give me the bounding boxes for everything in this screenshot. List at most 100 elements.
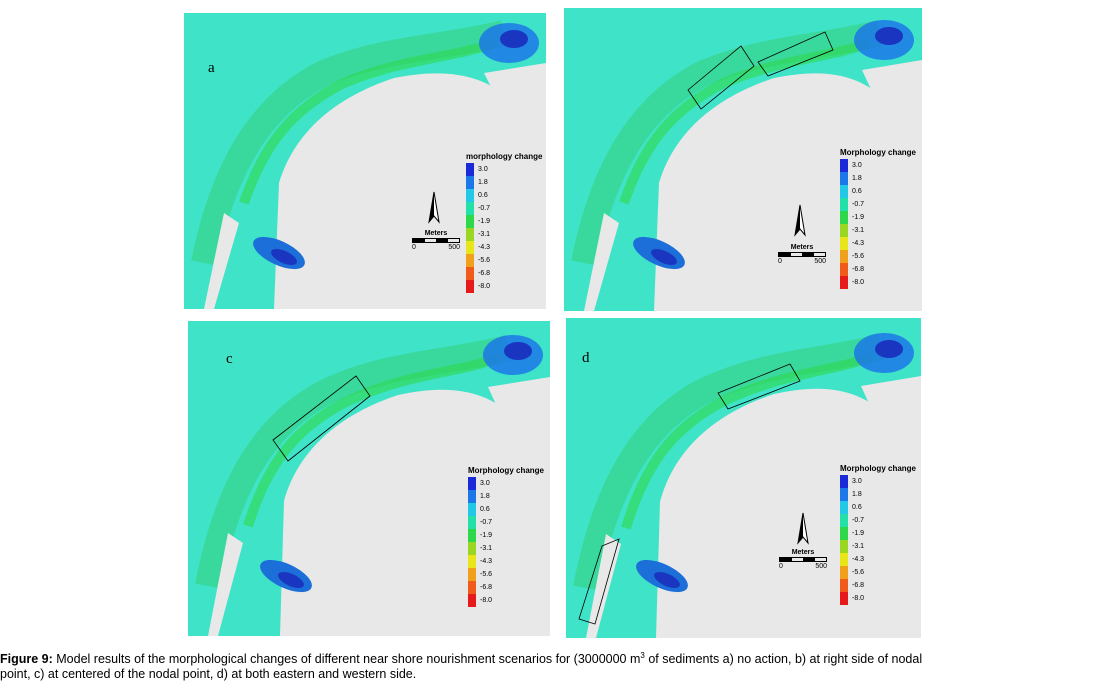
legend-swatch	[468, 555, 476, 568]
legend-label: -4.3	[852, 556, 865, 563]
legend-entry: -0.7	[840, 198, 916, 211]
legend-label: -5.6	[852, 253, 865, 260]
legend-label: -6.8	[852, 582, 865, 589]
legend-label: -4.3	[478, 244, 491, 251]
color-legend: Morphology change 3.0 1.8 0.6 -0.7 -1.9 -3.1 -…	[468, 466, 544, 607]
legend-entry: -8.0	[468, 594, 544, 607]
legend-entry: -6.8	[840, 579, 916, 592]
map-panel-b: b Morphology change 3.01.80.6-0.7-1.9-3.…	[564, 8, 922, 311]
legend-entry: -6.8	[840, 263, 916, 276]
legend-entry: -0.7	[840, 514, 916, 527]
legend-entry: 1.8	[466, 176, 542, 189]
legend-swatch	[840, 237, 848, 250]
legend-entry: -1.9	[840, 211, 916, 224]
color-legend: Morphology change 3.0 1.8 0.6 -0.7 -1.9 -3.1 -…	[840, 464, 916, 605]
legend-title: morphology change	[466, 152, 543, 161]
legend-swatch	[466, 280, 474, 293]
legend-swatch	[840, 514, 848, 527]
legend-swatch	[840, 527, 848, 540]
legend-entry: 0.6	[840, 185, 916, 198]
legend-label: -8.0	[852, 279, 865, 286]
legend-swatch	[466, 189, 474, 202]
legend-entry: 1.8	[840, 172, 916, 185]
scale-end: 500	[448, 244, 460, 251]
legend-swatch	[840, 172, 848, 185]
legend-swatch	[466, 176, 474, 189]
legend-entry: 3.0	[840, 159, 916, 172]
scale-title: Meters	[424, 230, 448, 237]
legend-label: 3.0	[852, 162, 862, 169]
legend-label: -6.8	[480, 584, 493, 591]
legend-swatch	[466, 163, 474, 176]
legend-entry: 1.8	[840, 488, 916, 501]
scale-bar: Meters 0 500	[779, 549, 827, 570]
legend-swatch	[840, 592, 848, 605]
legend-label: -4.3	[852, 240, 865, 247]
legend-entry: 0.6	[466, 189, 542, 202]
legend-label: -6.8	[478, 270, 491, 277]
legend-label: 0.6	[852, 188, 862, 195]
legend-swatch	[840, 566, 848, 579]
legend-label: -6.8	[852, 266, 865, 273]
legend-swatch	[840, 211, 848, 224]
legend-label: 3.0	[480, 480, 490, 487]
legend-swatch	[840, 501, 848, 514]
legend-entry: -4.3	[840, 237, 916, 250]
legend-swatch	[468, 503, 476, 516]
legend-entry: -3.1	[466, 228, 542, 241]
legend-entry: 3.0	[468, 477, 544, 490]
legend-label: -5.6	[852, 569, 865, 576]
legend-label: -0.7	[852, 201, 865, 208]
legend-swatch	[468, 594, 476, 607]
north-arrow-icon	[428, 190, 440, 229]
legend-label: 0.6	[478, 192, 488, 199]
legend-swatch	[840, 475, 848, 488]
morphology-map	[564, 8, 922, 311]
legend-swatch	[840, 198, 848, 211]
morphology-map	[566, 318, 921, 638]
legend-entry: -5.6	[840, 250, 916, 263]
legend-entry: -5.6	[466, 254, 542, 267]
map-panel-c: c Morphology change 3.0 1.8 0.6 -0.7 -1.9 -3.…	[188, 321, 550, 636]
legend-entry: 0.6	[468, 503, 544, 516]
legend-label: -5.6	[480, 571, 493, 578]
legend-swatch	[840, 250, 848, 263]
scale-start: 0	[412, 244, 416, 251]
legend-swatch	[468, 477, 476, 490]
scale-bar: Meters 0 500	[412, 230, 460, 251]
legend-label: -3.1	[480, 545, 493, 552]
map-panel-a: a morphology change 3.0 1.8 0.6 -0.7 -1.9 -3.…	[184, 13, 546, 309]
legend-entry: -8.0	[840, 592, 916, 605]
legend-swatch	[840, 185, 848, 198]
legend-entry: 1.8	[468, 490, 544, 503]
legend-swatch	[840, 553, 848, 566]
legend-swatch	[466, 202, 474, 215]
scale-title: Meters	[791, 549, 815, 556]
scale-end: 500	[815, 563, 827, 570]
scale-bar: Meters 0 500	[778, 244, 826, 265]
legend-label: -3.1	[852, 227, 865, 234]
legend-swatch	[468, 490, 476, 503]
legend-entry: -8.0	[466, 280, 542, 293]
legend-entry: -3.1	[840, 540, 916, 553]
legend-entry: -5.6	[468, 568, 544, 581]
legend-title: Morphology change	[468, 466, 544, 475]
legend-entry: -1.9	[468, 529, 544, 542]
legend-entry: -0.7	[468, 516, 544, 529]
legend-label: -3.1	[852, 543, 865, 550]
legend-label: 3.0	[478, 166, 488, 173]
north-arrow-icon	[797, 511, 809, 550]
panel-label: d	[582, 350, 590, 366]
legend-swatch	[840, 276, 848, 289]
panel-label: c	[226, 351, 233, 367]
legend-label: -0.7	[478, 205, 491, 212]
legend-swatch	[468, 568, 476, 581]
legend-label: -0.7	[852, 517, 865, 524]
legend-label: -8.0	[852, 595, 865, 602]
legend-entry: -1.9	[840, 527, 916, 540]
color-legend: Morphology change 3.0 1.8 0.6 -0.7 -1.9 -3.1 -…	[840, 148, 916, 289]
legend-entry: -3.1	[468, 542, 544, 555]
legend-label: 3.0	[852, 478, 862, 485]
legend-swatch	[466, 241, 474, 254]
north-arrow-icon	[794, 203, 806, 242]
